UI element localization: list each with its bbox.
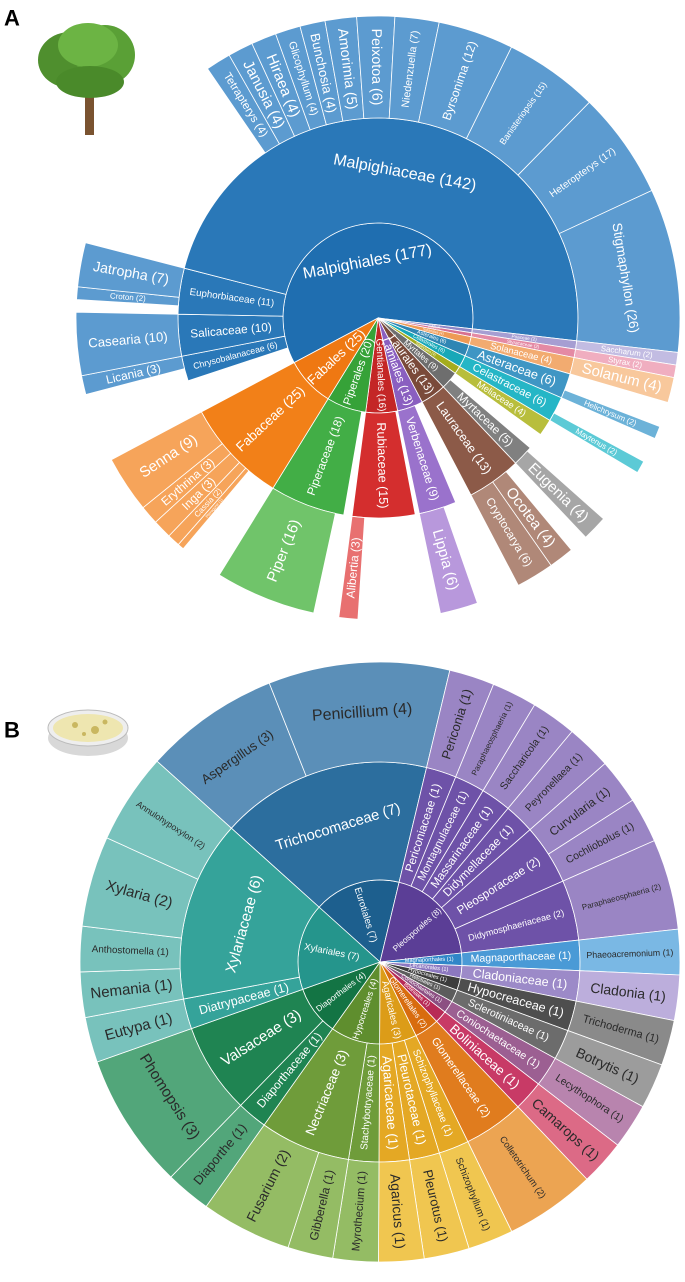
segment-label: Casearia (10): [88, 329, 169, 351]
segment-label: Lecanorales (1): [409, 963, 449, 974]
segment-label: Magnaporthaceae (1): [470, 950, 571, 965]
sunburst-segment: [110, 411, 223, 509]
segment-label: Agaricus (1): [387, 1173, 408, 1249]
segment-label: Helichrysum (2): [583, 399, 638, 429]
segment-label: Magnaporthales (1): [405, 957, 454, 965]
sunburst-segment: [218, 487, 336, 614]
segment-label: Gentianales (16): [373, 338, 387, 411]
segment-label: Peixotoa (6): [368, 29, 385, 106]
segment-label: Alibertia (3): [343, 537, 363, 599]
segment-label: Poales (2): [429, 323, 441, 328]
segment-label: Solanales (4): [423, 327, 445, 336]
sunburst-segment: [338, 515, 366, 620]
panel-label: B: [4, 718, 20, 743]
sunburst-segment: [470, 481, 552, 586]
sunburst-segment: [75, 311, 183, 377]
segment-label: Croton (2): [110, 291, 147, 303]
segment-label: Rubiaceae (15): [374, 422, 390, 508]
segment-label: Styracaceae (2): [507, 339, 541, 350]
segment-label: Poaceae (2): [511, 334, 537, 342]
panel-label: A: [4, 6, 20, 31]
segment-label: Phaeoacremonium (1): [586, 947, 673, 960]
segment-label: Ericales (2): [428, 325, 441, 330]
petri-dish-icon: [47, 709, 129, 756]
segment-label: Maytenus (2): [574, 426, 619, 457]
tree-icon: [38, 23, 135, 135]
segment-label: Agaricaceae (1): [379, 1055, 401, 1150]
segment-label: Anthostomella (1): [92, 944, 169, 958]
sunburst-segment: [106, 760, 232, 880]
sunburst-segment: [418, 506, 478, 614]
